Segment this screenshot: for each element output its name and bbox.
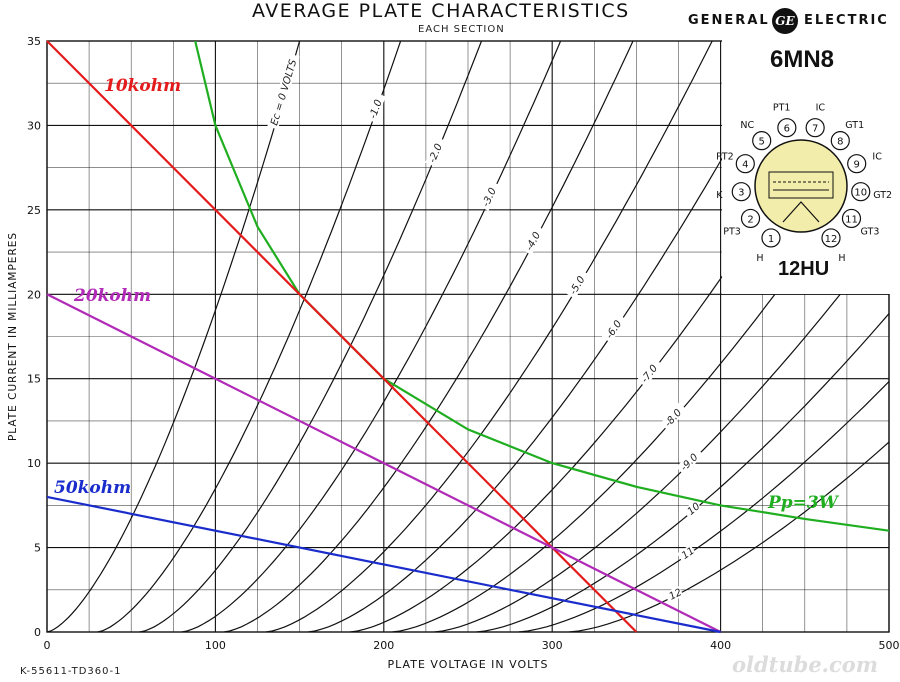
curve-label-bg [521,225,545,255]
plate-curve--2.0 [139,41,483,632]
x-tick-label: 300 [542,639,563,652]
y-tick-label: 30 [27,119,41,132]
curve-label-0: Ec = 0 VOLTS [269,58,299,127]
y-axis-label: PLATE CURRENT IN MILLIAMPERES [7,232,19,441]
plate-curve--9.0 [434,230,889,632]
curve-label-bg [565,269,590,299]
y-tick-label: 5 [34,542,41,555]
brand-electric: ELECTRIC [804,13,889,28]
tube-name: 6MN8 [770,46,835,73]
power-limit-label: Pp=3W [768,493,838,513]
curve-label-bg [601,313,627,343]
x-tick-label: 0 [44,639,51,652]
curve-label-bg [682,500,703,519]
power-limit-curve [194,41,889,532]
load-line-50kohm [46,495,721,634]
curve-label-bg [425,136,447,167]
tube-diagram-panel [722,38,892,294]
plate-curve--10 [476,312,889,632]
curve-label-bg [664,586,684,604]
curve-label-bg [676,447,704,475]
tube-base-name: 12HU [778,258,830,280]
plate-curve-0 [47,41,301,632]
load-line-label-20k: 20kohm [74,286,152,306]
x-tick-label: 100 [205,639,226,652]
load-line-label-50k: 50kohm [54,478,132,498]
plate-curve--6.0 [307,41,789,632]
load-line-20kohm [46,293,722,633]
plate-curve--11 [518,380,889,632]
curve-label-bg [636,358,663,387]
document-code: K-55611-TD360-1 [20,666,122,677]
plate-curve--12 [568,441,889,632]
ge-logo-icon: GE [772,8,798,34]
characteristic-curves: Ec = 0 VOLTS -1.0-2.0-3.0-4.0-5.0-6.0-7.0… [47,41,889,632]
y-tick-label: 10 [27,457,41,470]
plate-curve--3.0 [181,41,562,632]
watermark: oldtube.com [732,652,879,677]
chart-subtitle: EACH SECTION [418,24,505,35]
plate-curve--1.0 [97,41,402,632]
curve-label-bg [365,92,386,123]
curve-label-bg [676,544,697,563]
curve-label--1.0: -1.0 [368,98,385,120]
brand-general: GENERAL [688,13,770,28]
curve-label--2.0: -2.0 [427,142,445,164]
y-tick-label: 35 [27,35,41,48]
y-tick-label: 15 [27,373,41,386]
curve-label-bg [267,53,300,130]
curve-label-bg [478,180,501,211]
y-tick-label: 20 [27,288,41,301]
plot-frame [46,40,890,633]
load-line-label-10k: 10kohm [104,76,182,96]
load-line-10kohm [46,40,638,633]
curve-label-bg [660,402,688,431]
y-tick-label: 0 [34,626,41,639]
x-axis-label: PLATE VOLTAGE IN VOLTS [388,658,549,671]
x-tick-label: 500 [879,639,900,652]
y-tick-label: 25 [27,204,41,217]
curve-label--12: 12 [668,587,684,603]
x-tick-label: 400 [710,639,731,652]
x-tick-label: 200 [373,639,394,652]
chart-title: AVERAGE PLATE CHARACTERISTICS [252,0,630,22]
plate-curve--5.0 [265,41,713,632]
